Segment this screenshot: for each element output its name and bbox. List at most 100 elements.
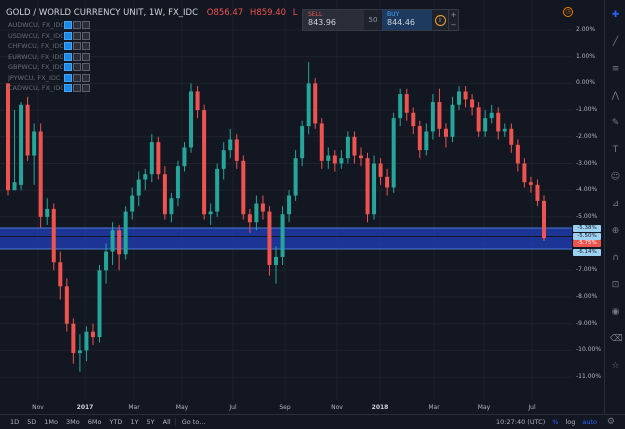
eye-icon[interactable] (64, 31, 72, 40)
candle-body (19, 104, 24, 185)
cursor-icon[interactable]: ✚ (611, 10, 620, 20)
price-scale[interactable]: 2.00% 1.00% 0.00% -1.00% -2.00% -3.00% -4.00% -… (572, 0, 604, 400)
candle-body (208, 211, 213, 215)
eye-icon[interactable] (64, 42, 72, 50)
emoji-icon[interactable]: ☺ (610, 172, 621, 182)
legend-label: USDWCU, FX_IDC (8, 31, 63, 40)
star-icon[interactable]: ☆ (611, 361, 620, 371)
candle-body (358, 155, 363, 159)
close-icon[interactable] (82, 42, 90, 50)
quantity-stepper[interactable]: + − (448, 10, 458, 30)
quantity-field[interactable]: 50 (368, 16, 378, 24)
candle-body (280, 214, 285, 257)
goto-button[interactable]: Go to... (174, 418, 212, 426)
range-button[interactable]: 1D (10, 418, 20, 426)
candle-body (522, 163, 527, 183)
settings-icon[interactable] (73, 31, 81, 40)
ruler-icon[interactable]: ⊿ (611, 199, 620, 209)
lock-icon[interactable]: ⊡ (611, 280, 620, 290)
percent-toggle[interactable]: % (552, 418, 559, 426)
auto-toggle[interactable]: auto (582, 418, 597, 426)
candle-body (398, 94, 403, 119)
eye-icon[interactable] (64, 21, 72, 29)
eye-icon[interactable] (64, 84, 72, 92)
candle-body (267, 211, 272, 265)
symbol-name: GOLD / WORLD CURRENCY UNIT, 1W, FX_IDC (6, 8, 199, 18)
settings-icon[interactable] (73, 84, 81, 92)
candle-body (417, 126, 422, 151)
candle-body (430, 102, 435, 132)
trend-line-icon[interactable]: ╱ (612, 37, 619, 47)
trash-icon[interactable]: ⌫ (610, 334, 623, 344)
candle-body (339, 158, 344, 164)
zoom-icon[interactable]: ⊕ (611, 226, 620, 236)
plus-icon[interactable]: + (450, 11, 457, 19)
settings-icon[interactable] (73, 52, 81, 61)
range-button[interactable]: 5Y (146, 418, 155, 426)
close-icon[interactable] (82, 31, 90, 40)
candle-body (293, 158, 298, 196)
candle-body (130, 195, 135, 212)
legend-row[interactable]: GBPWCU, FX_IDC (8, 62, 90, 72)
range-button[interactable]: 6Mo (87, 418, 102, 426)
buy-button[interactable]: BUY 844.46 (382, 10, 432, 30)
chart-area[interactable]: GOLD / WORLD CURRENCY UNIT, 1W, FX_IDC O… (0, 0, 604, 414)
close-icon[interactable] (82, 63, 90, 71)
candle-body (457, 91, 462, 105)
time-label: May (175, 404, 189, 411)
legend-label: JPYWCU, FX_IDC (8, 73, 61, 82)
range-button[interactable]: 1Mo (44, 418, 59, 426)
settings-icon[interactable] (73, 73, 81, 82)
minus-icon[interactable]: − (450, 21, 457, 29)
candle-body (300, 126, 305, 159)
settings-icon[interactable] (73, 63, 81, 71)
range-button[interactable]: All (162, 418, 171, 426)
bottom-right-controls: 10:27:40 (UTC) % log auto (496, 418, 597, 426)
magnet-icon[interactable]: ∩ (612, 253, 619, 263)
settings-icon[interactable] (73, 42, 81, 50)
price-chart[interactable] (0, 0, 604, 400)
eye-icon[interactable] (64, 63, 72, 71)
bottom-toolbar: 1D 5D 1Mo 3Mo 6Mo YTD 1Y 5Y All Go to... 10:27:4… (0, 414, 625, 429)
candle-body (365, 158, 370, 215)
range-button[interactable]: 1Y (130, 418, 139, 426)
time-label: Mar (428, 404, 440, 411)
legend-row[interactable]: CHFWCU, FX_IDC (8, 41, 90, 51)
time-axis[interactable]: Nov 2017 Mar May Jul Sep Nov 2018 Mar May Jul (0, 400, 604, 414)
range-button[interactable]: 5D (27, 418, 37, 426)
price-tag: -5.38% (573, 225, 601, 232)
close-icon[interactable] (82, 84, 90, 92)
eye-icon[interactable] (64, 73, 72, 82)
settings-icon[interactable] (73, 21, 81, 29)
close-icon[interactable] (82, 52, 90, 61)
legend-row[interactable]: JPYWCU, FX_IDC (8, 73, 90, 83)
brush-icon[interactable]: ✎ (611, 118, 620, 128)
settings-gear-icon[interactable]: ⚙ (606, 417, 615, 427)
candle-body (51, 208, 56, 263)
alert-clock-icon[interactable]: ◷ (563, 7, 573, 17)
price-label: -1.00% (576, 106, 598, 114)
range-button[interactable]: YTD (109, 418, 123, 426)
legend-row[interactable]: AUDWCU, FX_IDC (8, 20, 90, 30)
sell-button[interactable]: SELL 843.96 (303, 10, 364, 30)
fib-icon[interactable]: ≡ (611, 64, 620, 74)
eye-icon[interactable]: ◉ (611, 307, 620, 317)
legend-row[interactable]: CADWCU, FX_IDC (8, 83, 90, 93)
legend-label: CADWCU, FX_IDC (8, 84, 63, 92)
candle-body (424, 131, 429, 151)
text-icon[interactable]: T (612, 145, 619, 155)
trade-info-button[interactable]: i (432, 10, 448, 30)
eye-icon[interactable] (64, 52, 72, 61)
close-icon[interactable] (82, 21, 90, 29)
candle-body (234, 139, 239, 161)
legend-row[interactable]: USDWCU, FX_IDC (8, 31, 90, 41)
time-label: Jul (528, 404, 536, 411)
legend-row[interactable]: EURWCU, FX_IDC (8, 52, 90, 62)
close-icon[interactable] (82, 73, 90, 82)
candle-body (489, 112, 494, 119)
range-button[interactable]: 3Mo (66, 418, 80, 426)
legend-label: CHFWCU, FX_IDC (8, 42, 63, 50)
pattern-icon[interactable]: ⋀ (611, 91, 620, 101)
ohlc-high-value: 859.40 (256, 8, 287, 18)
log-toggle[interactable]: log (565, 418, 576, 426)
